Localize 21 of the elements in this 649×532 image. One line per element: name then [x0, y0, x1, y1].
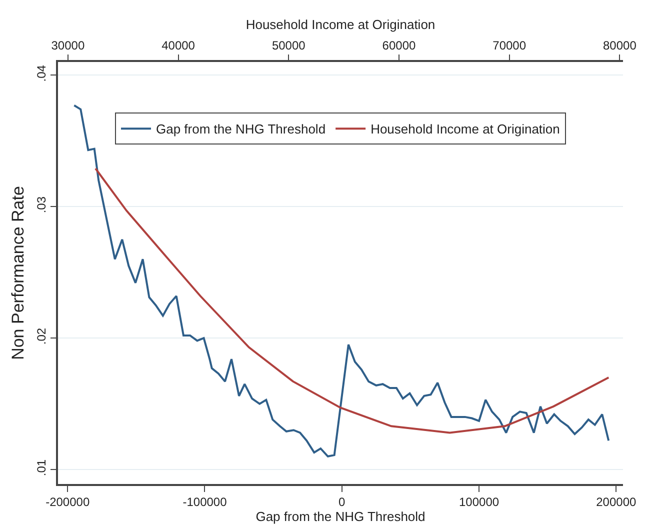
x2-tick-label: 80000	[603, 38, 637, 52]
x2-tick-label: 40000	[162, 38, 196, 52]
y-tick-label: .04	[34, 64, 48, 82]
y-tick-label: .02	[34, 328, 48, 345]
x-tick-label: 200000	[596, 495, 636, 510]
x-axis-title: Gap from the NHG Threshold	[256, 509, 426, 524]
x-tick-label: 100000	[458, 495, 500, 510]
x-tick-label: -100000	[182, 495, 228, 510]
x-tick-label: 0	[338, 495, 346, 510]
x2-axis-title: Household Income at Origination	[246, 16, 436, 32]
y-tick-label: .03	[34, 196, 48, 214]
y-tick-label: .01	[34, 459, 48, 476]
legend-label: Household Income at Origination	[370, 122, 560, 137]
y-axis-title: Non Performance Rate	[8, 186, 28, 360]
x2-tick-label: 70000	[492, 38, 526, 52]
x-tick-label: -200000	[46, 495, 90, 510]
x2-tick-label: 30000	[51, 38, 85, 52]
x2-tick-label: 60000	[382, 38, 416, 52]
legend-label: Gap from the NHG Threshold	[156, 122, 326, 137]
line-series	[73, 104, 610, 458]
x2-tick-label: 50000	[272, 38, 306, 52]
